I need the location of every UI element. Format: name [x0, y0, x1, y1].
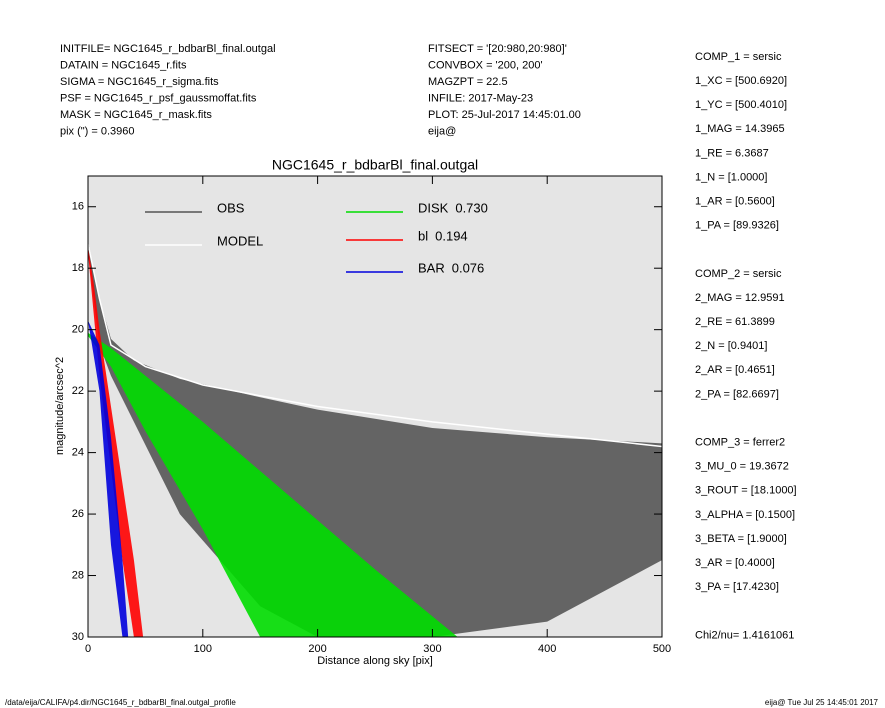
info-line: INITFILE= NGC1645_r_bdbarBl_final.outgal — [60, 43, 276, 55]
info-line: pix (") = 0.3960 — [60, 125, 135, 137]
y-tick-label: 30 — [72, 631, 84, 643]
info-line: INFILE: 2017-May-23 — [428, 92, 533, 104]
y-tick-label: 20 — [72, 324, 84, 336]
data-band — [88, 332, 458, 637]
data-band — [88, 320, 129, 637]
param-line: 3_AR = [0.4000] — [695, 557, 775, 569]
param-line: 2_MAG = 12.9591 — [695, 292, 785, 304]
param-line: 1_MAG = 14.3965 — [695, 123, 785, 135]
x-axis-label: Distance along sky [pix] — [317, 655, 433, 667]
chart-title: NGC1645_r_bdbarBl_final.outgal — [272, 157, 478, 173]
param-line: 1_AR = [0.5600] — [695, 196, 775, 208]
legend-label: BAR — [418, 260, 445, 275]
param-line: 2_AR = [0.4651] — [695, 364, 775, 376]
param-line: 1_YC = [500.4010] — [695, 99, 787, 111]
footer-path: /data/eija/CALIFA/p4.dir/NGC1645_r_bdbar… — [5, 698, 236, 707]
param-line: COMP_3 = ferrer2 — [695, 437, 785, 449]
y-axis-label: magnitude/arcsec^2 — [54, 357, 66, 455]
y-tick-label: 28 — [72, 569, 84, 581]
plot-layer — [88, 240, 662, 637]
x-tick-label: 0 — [85, 643, 91, 655]
param-line: 1_PA = [89.9326] — [695, 220, 779, 232]
legend-label: DISK — [418, 200, 449, 215]
param-line: 1_RE = 6.3687 — [695, 147, 769, 159]
info-line: CONVBOX = '200, 200' — [428, 59, 543, 71]
x-tick-label: 300 — [423, 643, 441, 655]
legend-label: MODEL — [217, 233, 263, 248]
param-line: 2_N = [0.9401] — [695, 340, 767, 352]
param-line: COMP_2 = sersic — [695, 268, 782, 280]
plot-frame — [87, 175, 663, 638]
y-tick-label: 22 — [72, 385, 84, 397]
y-tick-label: 26 — [72, 508, 84, 520]
info-line: PLOT: 25-Jul-2017 14:45:01.00 — [428, 109, 581, 121]
info-line: FITSECT = '[20:980,20:980]' — [428, 43, 567, 55]
param-line: 3_ALPHA = [0.1500] — [695, 509, 795, 521]
info-line: MAGZPT = 22.5 — [428, 76, 508, 88]
x-tick-label: 200 — [308, 643, 326, 655]
param-line: 2_PA = [82.6697] — [695, 388, 779, 400]
param-line: 3_MU_0 = 19.3672 — [695, 461, 789, 473]
data-band — [88, 246, 144, 637]
data-line — [88, 243, 662, 448]
footer-date: eija@ Tue Jul 25 14:45:01 2017 — [765, 698, 879, 707]
legend-fraction: 0.194 — [435, 228, 468, 243]
param-line: 3_PA = [17.4230] — [695, 581, 779, 593]
param-line: 3_BETA = [1.9000] — [695, 533, 787, 545]
legend-fraction: 0.076 — [452, 260, 485, 275]
info-line: MASK = NGC1645_r_mask.fits — [60, 109, 212, 121]
x-tick-label: 500 — [653, 643, 671, 655]
info-line: PSF = NGC1645_r_psf_gaussmoffat.fits — [60, 92, 257, 104]
legend-fraction: 0.730 — [455, 200, 488, 215]
y-tick-label: 16 — [72, 201, 84, 213]
param-line: 1_N = [1.0000] — [695, 171, 767, 183]
param-line: 2_RE = 61.3899 — [695, 316, 775, 328]
x-tick-label: 100 — [194, 643, 212, 655]
param-line: COMP_1 = sersic — [695, 51, 782, 63]
legend-label: bl — [418, 228, 428, 243]
y-tick-label: 24 — [72, 447, 84, 459]
info-line: eija@ — [428, 125, 456, 137]
param-line: 3_ROUT = [18.1000] — [695, 485, 797, 497]
info-line: SIGMA = NGC1645_r_sigma.fits — [60, 76, 219, 88]
info-line: DATAIN = NGC1645_r.fits — [60, 59, 187, 71]
param-line: 1_XC = [500.6920] — [695, 75, 787, 87]
param-line: Chi2/nu= 1.4161061 — [695, 629, 794, 641]
legend-label: OBS — [217, 200, 245, 215]
y-tick-label: 18 — [72, 262, 84, 274]
x-tick-label: 400 — [538, 643, 556, 655]
